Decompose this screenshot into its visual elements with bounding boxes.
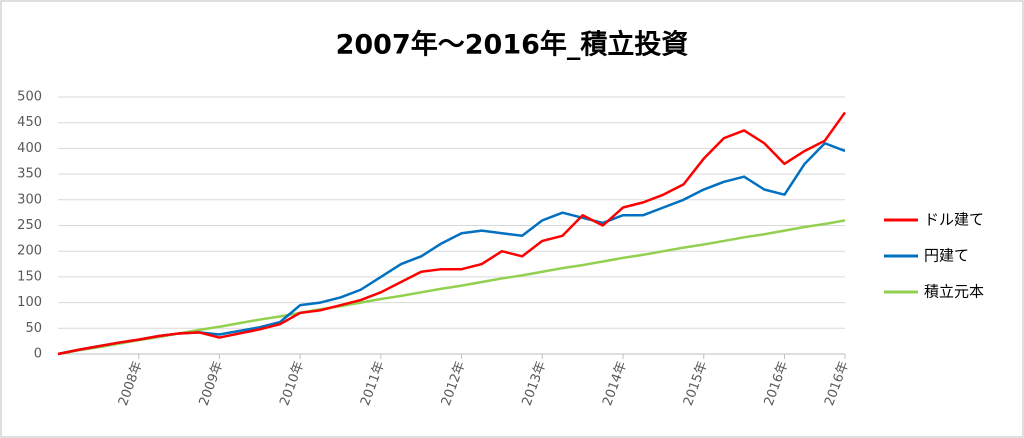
series-line (57, 219, 846, 356)
y-tick-label: 50 (25, 321, 42, 336)
y-tick-label: 400 (17, 141, 42, 156)
y-tick-label: 100 (17, 295, 42, 310)
y-tick-label: 300 (17, 192, 42, 207)
y-tick-label: 500 (17, 90, 42, 105)
y-tick-label: 250 (17, 218, 42, 233)
legend-label: ドル建て (924, 211, 984, 229)
y-tick-label: 0 (34, 347, 42, 362)
y-tick-label: 450 (17, 115, 42, 130)
chart-title: 2007年～2016年_積立投資 (336, 29, 689, 61)
series-line (57, 111, 847, 356)
legend-label: 積立元本 (924, 283, 984, 301)
y-tick-label: 350 (17, 167, 42, 182)
y-tick-label: 200 (17, 244, 42, 259)
legend-label: 円建て (924, 247, 969, 265)
y-tick-label: 150 (17, 269, 42, 284)
